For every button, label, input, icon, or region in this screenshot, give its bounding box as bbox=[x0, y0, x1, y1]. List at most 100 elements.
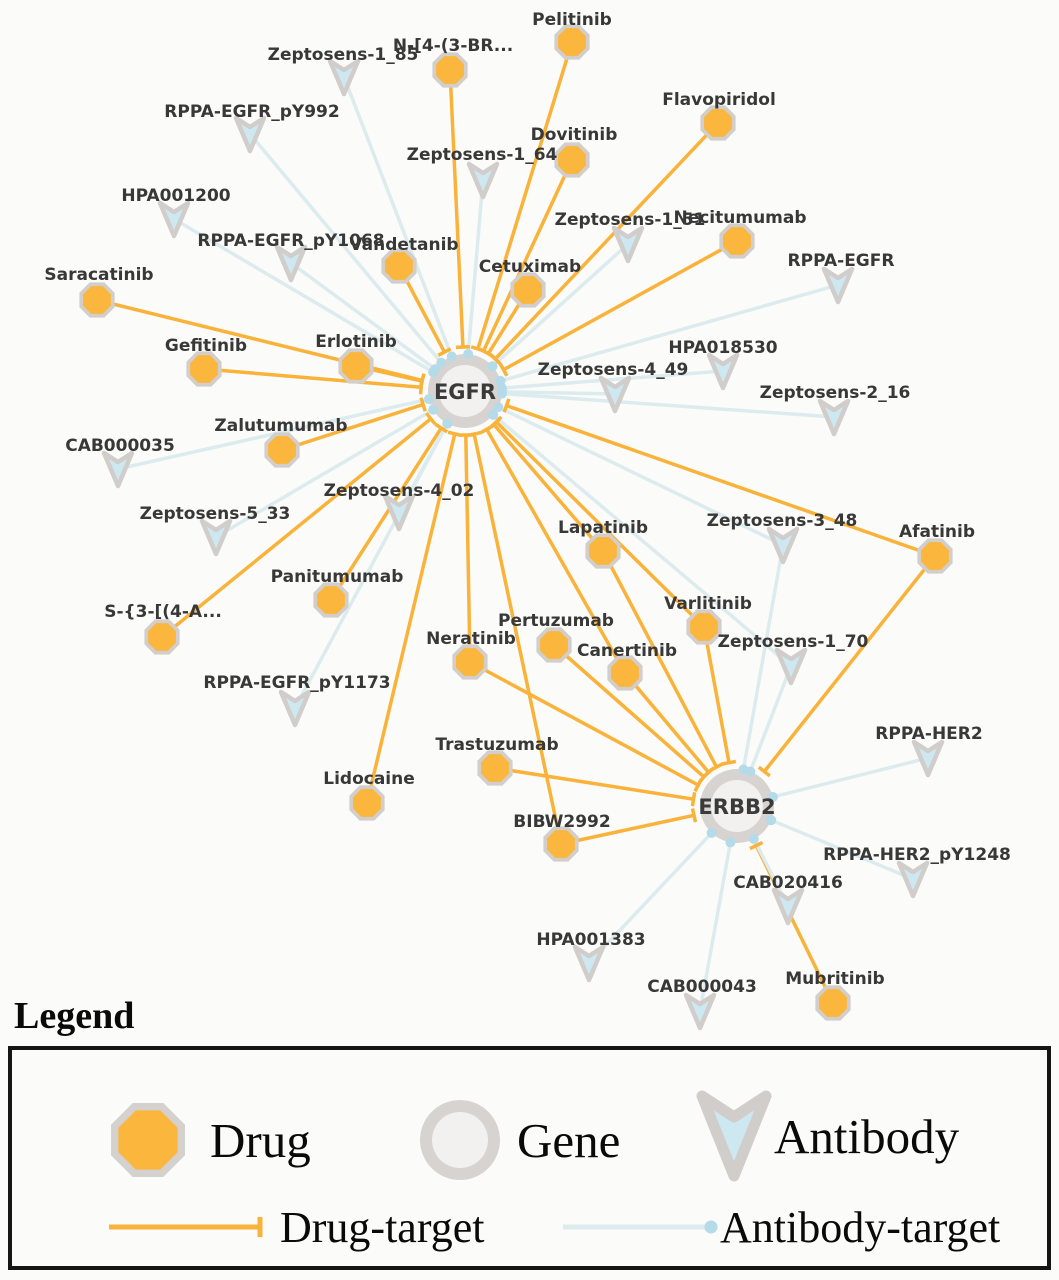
drug-target-edge-s-3-4-a bbox=[160, 417, 432, 639]
drug-target-edge-n-4-3-br bbox=[448, 69, 465, 348]
drug-label-zalutumumab: Zalutumumab bbox=[214, 416, 347, 436]
antibody-chevron-icon bbox=[774, 647, 808, 686]
antibody-target-edge-zeptosens-4-49 bbox=[501, 389, 616, 396]
drug-node-varlitinib bbox=[686, 609, 722, 645]
drug-edge-tee bbox=[502, 398, 511, 413]
drug-target-edge-zalutumumab bbox=[281, 402, 424, 452]
antibody-target-edge-hpa001383 bbox=[587, 831, 713, 965]
antibody-icon-chevron bbox=[696, 1090, 772, 1182]
drug-label-flavopiridol: Flavopiridol bbox=[662, 90, 776, 110]
antibody-chevron-icon bbox=[598, 375, 632, 414]
antibody-target-edge-zeptosens-1-51 bbox=[491, 242, 630, 368]
drug-label-afatinib: Afatinib bbox=[899, 522, 975, 542]
antibody-label-rppa-her2-py1248: RPPA-HER2_pY1248 bbox=[823, 845, 1011, 865]
drug-node-mubritinib bbox=[815, 985, 851, 1021]
drug-target-edge-lapatinib bbox=[492, 423, 605, 553]
drug-label-necitumumab: Necitumumab bbox=[673, 208, 806, 228]
drug-body bbox=[558, 146, 586, 174]
drug-edge-tee bbox=[757, 765, 771, 778]
antibody-label-zeptosens-5-33: Zeptosens-5_33 bbox=[140, 504, 291, 524]
antibody-edge-dot bbox=[493, 402, 504, 413]
drug-target-edge-lidocaine bbox=[365, 433, 457, 804]
drug-target-edge-necitumumab bbox=[502, 239, 738, 372]
drug-label-neratinib: Neratinib bbox=[426, 629, 516, 649]
antibody-edge-dot bbox=[446, 351, 457, 362]
drug-label-panitumumab: Panitumumab bbox=[271, 567, 404, 587]
drug-target-edge-dovitinib bbox=[481, 159, 574, 352]
antibody-edge-dot bbox=[745, 766, 756, 777]
drug-target-edge-flavopiridol bbox=[493, 121, 720, 361]
antibody-chevron-icon bbox=[817, 398, 851, 437]
drug-node-necitumumab bbox=[719, 223, 755, 259]
drug-node-neratinib bbox=[452, 644, 488, 680]
antibody-chevron-icon bbox=[382, 493, 416, 532]
drug-label-bibw2992: BIBW2992 bbox=[513, 812, 610, 832]
legend-panel: Drug Gene Antibody Drug-target Antibody-… bbox=[8, 1046, 1051, 1270]
drug-body bbox=[456, 648, 484, 676]
drug-body bbox=[547, 830, 575, 858]
antibody-label-zeptosens-2-16: Zeptosens-2_16 bbox=[760, 383, 911, 403]
antibody-node-zeptosens-4-49 bbox=[598, 375, 632, 414]
drug-body bbox=[342, 352, 370, 380]
antibody-label-zeptosens-4-02: Zeptosens-4_02 bbox=[324, 481, 475, 501]
drug-node-saracatinib bbox=[79, 282, 115, 318]
drug-body bbox=[481, 754, 509, 782]
drug-body bbox=[514, 276, 542, 304]
drug-body bbox=[190, 355, 218, 383]
antibody-target-edge-hpa001200 bbox=[173, 217, 435, 374]
antibody-label-zeptosens-3-48: Zeptosens-3_48 bbox=[707, 511, 858, 531]
antibody-node-zeptosens-3-48 bbox=[766, 526, 800, 565]
antibody-chevron-icon bbox=[572, 944, 606, 983]
drug-label-pelitinib: Pelitinib bbox=[532, 10, 612, 30]
antibody-chevron-icon bbox=[278, 689, 312, 728]
antibody-target-edge-rppa-egfr-py1068 bbox=[289, 261, 437, 371]
drug-node-trastuzumab bbox=[477, 750, 513, 786]
antibody-chevron-icon bbox=[771, 887, 805, 926]
drug-edge-tee bbox=[419, 397, 427, 412]
antibody-target-edge-rppa-her2 bbox=[772, 756, 929, 799]
antibody-label-rppa-egfr-py1068: RPPA-EGFR_pY1068 bbox=[197, 231, 384, 251]
antibody-node-rppa-egfr-py992 bbox=[233, 115, 267, 154]
drug-edge-tee bbox=[693, 778, 704, 793]
drug-edge-tee bbox=[437, 347, 452, 357]
drug-target-edge-neratinib bbox=[464, 434, 472, 663]
drug-gene-antibody-network: EGFR ERBB2 Pelitinib N-[4-(3-BR... Flavopiri… bbox=[44, 10, 1011, 1031]
antibody-target-edge-zeptosens-1-64 bbox=[466, 179, 485, 355]
antibody-edge-dot bbox=[488, 409, 499, 420]
antibody-edge-dot bbox=[748, 833, 759, 844]
gene-icon-fill bbox=[432, 1112, 488, 1168]
antibody-edge-dot bbox=[428, 404, 439, 415]
antibody-target-edge-hpa018530 bbox=[501, 369, 724, 390]
antibody-chevron-icon bbox=[327, 58, 361, 97]
drug-target-edge-afatinib bbox=[762, 554, 937, 773]
antibody-edge-dot bbox=[496, 388, 507, 399]
antibody-target-edge-rppa-egfr-py992 bbox=[248, 132, 443, 364]
drug-label-canertinib: Canertinib bbox=[577, 641, 677, 661]
antibody-chevron-icon bbox=[233, 115, 267, 154]
drug-node-canertinib bbox=[607, 655, 643, 691]
antibody-target-edge-zeptosens-3-48 bbox=[741, 544, 785, 770]
gene-node-erbb2 bbox=[700, 769, 774, 843]
antibody-edge-dot bbox=[766, 815, 777, 826]
drug-target-edge-sample bbox=[109, 1217, 263, 1237]
antibody-chevron-icon bbox=[706, 352, 740, 391]
antibody-target-edge-zeptosens-1-70 bbox=[492, 413, 793, 668]
drug-target-edge-canertinib bbox=[485, 428, 627, 674]
gene-legend-icon bbox=[420, 1100, 500, 1180]
antibody-chevron-icon bbox=[611, 225, 645, 264]
antibody-node-zeptosens-2-16 bbox=[817, 398, 851, 437]
antibody-label-zeptosens-1-70: Zeptosens-1_70 bbox=[718, 632, 869, 652]
drug-node-pelitinib bbox=[554, 24, 590, 60]
drug-label-lapatinib: Lapatinib bbox=[558, 518, 648, 538]
drug-node-dovitinib bbox=[554, 142, 590, 178]
gene-node-egfr bbox=[428, 354, 502, 428]
drug-label-dovitinib: Dovitinib bbox=[531, 125, 618, 145]
antibody-label-zeptosens-1-51: Zeptosens-1_51 bbox=[555, 210, 706, 230]
antibody-node-cab000035 bbox=[101, 450, 135, 489]
drug-body bbox=[317, 586, 345, 614]
drug-body bbox=[723, 227, 751, 255]
antibody-label-cab000035: CAB000035 bbox=[65, 436, 175, 456]
gene-body bbox=[439, 365, 491, 417]
drug-node-bibw2992 bbox=[543, 826, 579, 862]
drug-target-edge-afatinib bbox=[505, 403, 936, 558]
